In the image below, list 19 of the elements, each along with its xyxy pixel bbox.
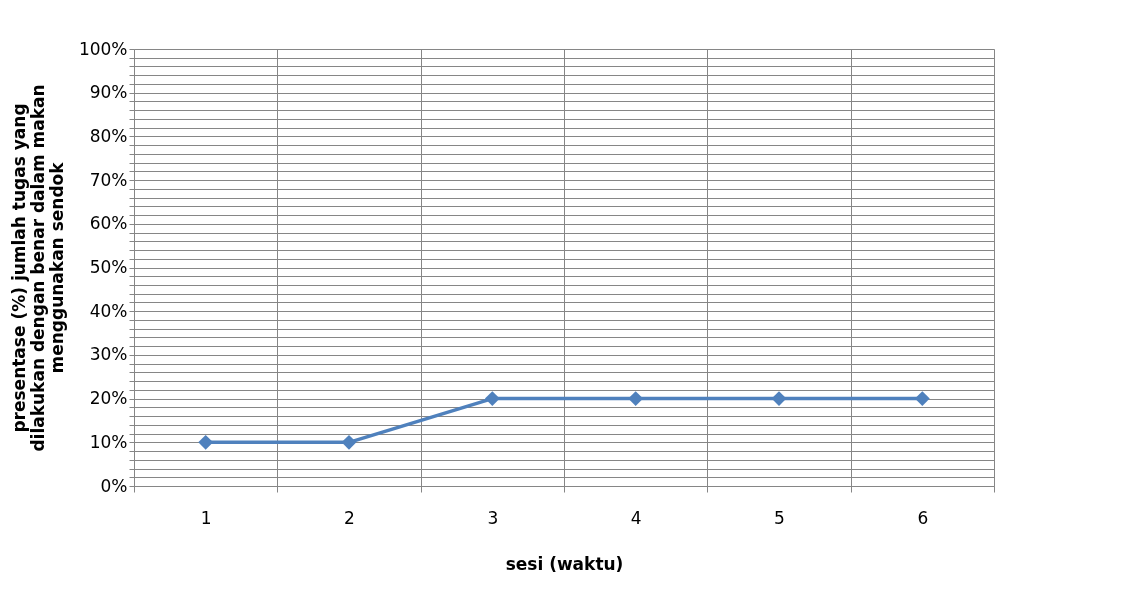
y-tick-label: 20% <box>89 388 128 409</box>
y-tick-label: 10% <box>89 431 128 452</box>
y-tick-label: 100% <box>78 38 128 59</box>
x-tick-label: 2 <box>344 507 355 528</box>
x-tick-label: 3 <box>487 507 499 528</box>
x-axis-title: sesi (waktu) <box>505 553 624 574</box>
x-tick-label: 6 <box>917 507 929 528</box>
x-tick-label: 5 <box>774 507 785 528</box>
y-tick-label: 0% <box>100 475 128 496</box>
y-tick-label: 40% <box>89 300 128 321</box>
y-tick-label: 90% <box>89 82 128 103</box>
x-tick-label: 4 <box>630 507 642 528</box>
y-tick-label: 50% <box>89 257 128 277</box>
y-tick-label: 30% <box>89 344 128 365</box>
y-tick-label: 80% <box>89 125 128 146</box>
y-axis-title: presentase (%) jumlah tugas yang dilakukan dengan benar dalam makan menggunakan sendok <box>8 84 67 452</box>
x-tick-label: 1 <box>200 507 212 528</box>
y-tick-label: 60% <box>89 213 128 234</box>
y-tick-label: 70% <box>89 169 128 190</box>
